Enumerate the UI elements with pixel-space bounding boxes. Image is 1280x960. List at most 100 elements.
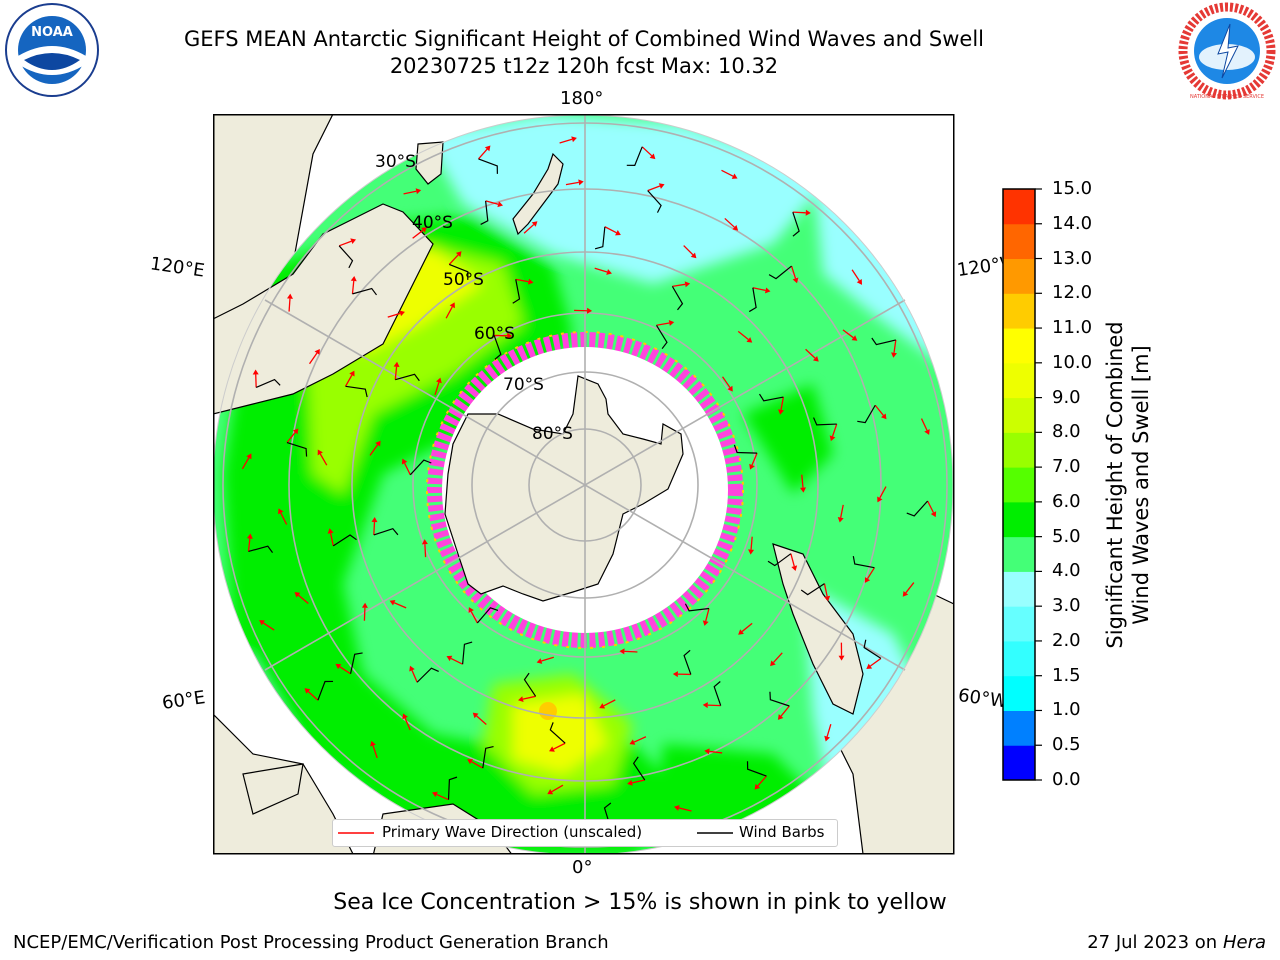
wave-direction-arrowhead — [749, 463, 755, 470]
wave-direction-arrowhead — [930, 511, 937, 518]
nws-logo-text: NATIONAL WEATHER SERVICE — [1190, 94, 1264, 100]
wave-direction-arrowhead — [924, 429, 930, 435]
wave-direction-arrowhead — [327, 528, 334, 534]
wave-direction-arrow — [709, 750, 723, 754]
wave-direction-arrow — [624, 650, 638, 653]
wave-direction-arrowhead — [615, 230, 621, 236]
wave-direction-arrow — [478, 148, 488, 160]
wave-direction-arrowhead — [599, 703, 606, 709]
colorbar-cell — [1003, 258, 1035, 294]
colorbar-cell — [1003, 571, 1035, 607]
wind-barb — [767, 553, 792, 567]
wave-direction-arrow — [393, 602, 407, 609]
wave-direction-arrowhead — [389, 599, 396, 606]
wave-direction-arrow — [448, 254, 459, 265]
lat-label-70: 70°S — [503, 375, 544, 395]
wave-direction-arrowhead — [317, 449, 323, 456]
wind-barb — [416, 667, 439, 683]
wave-direction-arrow — [741, 622, 753, 633]
wave-direction-arrowhead — [484, 145, 491, 152]
wind-barb — [286, 441, 308, 457]
wave-direction-arrow — [631, 779, 645, 784]
wave-direction-arrowhead — [375, 440, 381, 447]
colorbar-cell — [1003, 467, 1035, 503]
wave-direction-arrowhead — [252, 369, 259, 375]
wave-direction-arrow — [319, 453, 328, 466]
wind-barb — [549, 722, 566, 744]
wave-direction-arrowhead — [672, 671, 678, 678]
wave-direction-arrowhead — [877, 496, 883, 503]
colorbar-cell — [1003, 640, 1035, 677]
wave-direction-arrowhead — [805, 209, 811, 216]
wind-barb — [493, 335, 502, 360]
wind-barb — [768, 265, 792, 280]
wave-direction-arrow — [752, 287, 766, 292]
colorbar-tick-label: 15.0 — [1052, 178, 1093, 199]
wave-direction-arrow — [372, 745, 378, 759]
chart-subtitle: 20230725 t12z 120h fcst Max: 10.32 — [389, 54, 779, 78]
wave-direction-arrowhead — [837, 517, 844, 523]
wave-direction-arrow — [840, 504, 844, 518]
wave-direction-arrowhead — [829, 435, 836, 442]
colorbar-cell — [1003, 189, 1035, 225]
wave-direction-arrowhead — [864, 577, 871, 583]
wave-direction-arrowhead — [731, 173, 738, 179]
wave-direction-arrow — [757, 775, 767, 787]
wave-direction-arrow — [404, 717, 411, 731]
wind-barb — [449, 263, 469, 280]
wave-direction-arrow — [394, 366, 398, 380]
wind-barb — [447, 776, 458, 800]
wave-direction-arrowhead — [304, 688, 311, 694]
wave-direction-arrowhead — [436, 377, 442, 384]
wave-direction-arrowhead — [335, 663, 342, 670]
wave-direction-arrow — [683, 245, 694, 256]
colorbar-tick-label: 14.0 — [1052, 212, 1093, 234]
wave-direction-arrow — [790, 265, 797, 279]
wave-direction-arrow — [927, 500, 935, 513]
wave-direction-arrowhead — [748, 549, 755, 555]
wind-barb — [345, 385, 368, 398]
wind-barb — [409, 459, 432, 476]
wave-direction-arrow — [724, 217, 735, 228]
wind-barb — [462, 641, 473, 665]
wave-direction-arrow — [594, 267, 608, 273]
wind-barb — [523, 672, 537, 697]
wave-direction-arrowhead — [629, 739, 636, 745]
wave-direction-arrowhead — [764, 287, 771, 294]
wind-barb — [758, 393, 784, 402]
colorbar-tick-label: 5.0 — [1052, 525, 1081, 547]
wave-direction-arrowhead — [467, 759, 473, 765]
wave-direction-arrowhead — [446, 655, 453, 662]
wave-direction-arrow — [541, 656, 554, 662]
wave-direction-arrowhead — [746, 337, 753, 343]
wave-direction-arrowhead — [777, 714, 784, 720]
noaa-logo-text: NOAA — [31, 25, 73, 40]
wave-direction-arrow — [705, 608, 710, 622]
wave-direction-arrowhead — [497, 201, 504, 208]
colorbar-cell — [1003, 293, 1035, 329]
wind-barb — [255, 378, 281, 388]
wave-direction-arrow — [780, 396, 785, 410]
wave-direction-arrowhead — [547, 789, 554, 795]
colorbar-tick-label: 0.5 — [1052, 734, 1081, 756]
wave-direction-arrowhead — [770, 660, 776, 667]
wind-barb — [748, 287, 757, 313]
wave-direction-arrow — [656, 322, 670, 326]
lon-label-top: 180° — [560, 88, 604, 109]
wave-direction-arrow — [424, 544, 427, 558]
wave-direction-arrowhead — [606, 269, 612, 275]
wave-direction-arrowhead — [278, 508, 284, 515]
wind-barb — [671, 286, 684, 311]
colorbar-cell — [1003, 745, 1035, 781]
wave-direction-arrow — [893, 339, 897, 353]
wave-direction-arrow — [369, 444, 379, 456]
colorbar-tick-label: 12.0 — [1052, 282, 1093, 304]
wave-direction-arrowhead — [851, 335, 858, 341]
wave-direction-arrow — [737, 330, 749, 341]
wave-direction-arrow — [351, 280, 355, 294]
colorbar-tick-label: 9.0 — [1052, 386, 1081, 408]
colorbar-label: Significant Height of Combined Wind Wave… — [1102, 321, 1154, 648]
wind-barb — [632, 756, 646, 781]
chart-title: GEFS MEAN Antarctic Significant Height o… — [183, 27, 985, 51]
wind-barb — [647, 190, 662, 213]
